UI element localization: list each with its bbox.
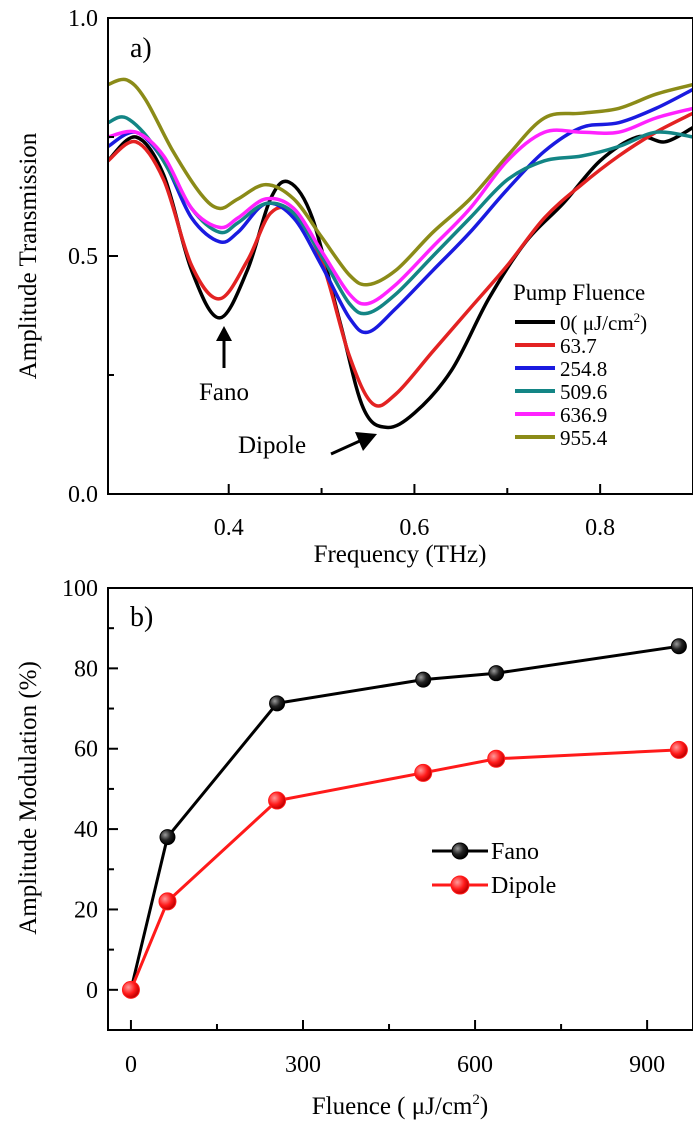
legend-item-label: 509.6 [560,380,607,404]
fano-label: Fano [199,379,249,406]
panel-b-xlabel-prefix: Fluence ( μJ/cm [312,1093,473,1120]
panel-b-ylabel: Amplitude Modulation (%) [15,661,42,935]
y-tick-label: 60 [74,737,98,763]
legend-swatch-marker [451,842,469,860]
data-point-fano [269,695,286,712]
series-line-dipole [129,748,679,991]
panel-a-label: a) [130,33,152,64]
panel-b-series-layer [121,638,688,999]
data-point-fano [415,671,432,688]
panel-b-xlabel: Fluence ( μJ/cm2) [312,1092,488,1120]
y-tick-label: 1.0 [68,6,98,32]
legend-unit-exp: 2 [634,310,641,325]
panel-b-xlabel-suffix: ) [480,1093,488,1120]
x-tick-label: 0.4 [214,515,244,541]
data-point-dipole [487,749,506,768]
panel-b-frame [107,587,693,1031]
series-line-2 [108,111,693,408]
legend-item-label: 636.9 [560,403,607,427]
legend-item-label: 63.7 [560,334,597,358]
dipole-label: Dipole [238,432,306,459]
y-tick-label: 0 [86,978,98,1004]
panel-b-ticks: 0 300 600 900 0 20 40 60 80 100 [62,576,665,1078]
legend-item-label: 955.4 [560,426,608,450]
x-tick-label: 600 [457,1052,493,1078]
x-tick-label: 0.6 [399,515,429,541]
series-line-fano [129,644,680,991]
dipole-arrow-head [355,432,377,451]
x-tick-label: 300 [285,1052,321,1078]
legend-item-label: Dipole [491,873,556,899]
panel-a-series-layer [108,77,693,430]
legend-item-label: 0( μJ/cm2) [560,310,647,335]
panel-a-xlabel: Frequency (THz) [314,541,487,568]
y-tick-label: 100 [62,576,98,602]
panel-b-legend: Fano Dipole [432,839,556,899]
legend-item-value: 955.4 [560,426,608,450]
panel-a-ylabel: Amplitude Transmission [15,132,42,379]
series-line-6 [108,77,693,287]
panel-b-label: b) [130,602,153,633]
data-point-dipole [669,740,688,759]
y-tick-label: 0.0 [68,482,98,508]
data-point-fano [670,638,687,655]
legend-item-value: 509.6 [560,380,607,404]
x-tick-label: 0.8 [585,515,615,541]
panel-b: 0 300 600 900 0 20 40 60 80 100 b) Amplitude Modu… [15,576,693,1120]
series-line-1 [108,125,693,430]
y-tick-label: 0.5 [68,244,98,270]
x-tick-label: 900 [629,1052,665,1078]
data-point-fano [488,665,505,682]
data-point-fano [159,829,176,846]
y-tick-label: 40 [74,817,98,843]
legend-title: Pump Fluence [513,280,645,305]
fano-arrow-head [216,326,232,341]
legend-item-value: 63.7 [560,334,597,358]
legend-item-value: 0 [560,311,571,335]
series-line-5 [108,106,693,306]
panel-b-xlabel-exp: 2 [472,1092,480,1108]
legend-unit-prefix: ( μJ/cm [571,311,634,335]
dipole-arrow-shaft [330,438,363,456]
legend-swatch-marker [450,875,470,895]
annotation-fano: Fano [199,326,249,406]
series-line-3 [108,87,693,335]
panel-a: 0.4 0.6 0.8 0.0 0.5 1.0 a) Amplitude Transmis… [15,6,693,568]
x-tick-label: 0 [125,1052,137,1078]
panel-a-ticks: 0.4 0.6 0.8 0.0 0.5 1.0 [68,6,615,541]
panel-a-legend: Pump Fluence 0( μJ/cm2)63.7254.8509.6636… [513,280,647,450]
legend-item-value: 636.9 [560,403,607,427]
legend-item-value: 254.8 [560,357,607,381]
y-tick-label: 20 [74,897,98,923]
data-point-dipole [158,892,177,911]
legend-item-label: 254.8 [560,357,607,381]
data-point-dipole [121,980,140,999]
legend-unit-suffix: ) [640,311,647,335]
y-tick-label: 80 [74,656,98,682]
legend-item-label: Fano [491,839,539,865]
data-point-dipole [414,763,433,782]
annotation-dipole: Dipole [238,432,377,459]
data-point-dipole [268,791,287,810]
